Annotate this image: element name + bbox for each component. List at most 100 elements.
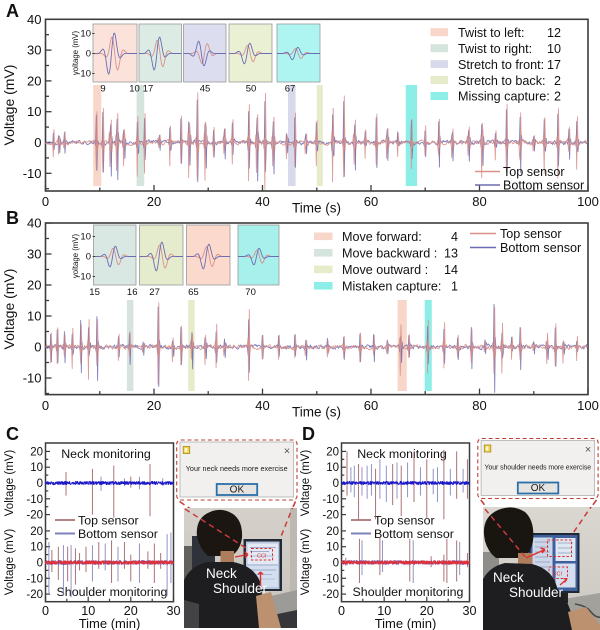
svg-text:Mistaken capture:: Mistaken capture: xyxy=(342,280,441,294)
svg-text:40: 40 xyxy=(27,216,41,231)
svg-text:Voltage (mV): Voltage (mV) xyxy=(1,269,17,350)
svg-text:20: 20 xyxy=(420,604,434,618)
svg-text:9: 9 xyxy=(100,84,105,95)
svg-text:-20: -20 xyxy=(26,510,43,522)
svg-text:100: 100 xyxy=(577,194,599,209)
svg-text:-20: -20 xyxy=(322,510,339,522)
svg-text:60: 60 xyxy=(364,194,378,209)
svg-text:12: 12 xyxy=(547,26,561,40)
svg-text:20: 20 xyxy=(326,526,339,538)
svg-text:0: 0 xyxy=(86,252,91,263)
svg-text:Top sensor: Top sensor xyxy=(374,513,435,527)
svg-text:20: 20 xyxy=(147,194,161,209)
svg-text:Voltage (mV): Voltage (mV) xyxy=(4,450,16,517)
svg-text:0: 0 xyxy=(42,604,49,618)
svg-text:14: 14 xyxy=(444,263,458,277)
svg-text:Neck: Neck xyxy=(493,570,524,585)
svg-text:0: 0 xyxy=(34,135,41,150)
svg-text:4: 4 xyxy=(451,230,458,244)
svg-text:-10: -10 xyxy=(26,573,43,585)
svg-text:D: D xyxy=(302,424,315,444)
svg-text:Bottom sensor: Bottom sensor xyxy=(503,179,584,193)
svg-text:10: 10 xyxy=(547,42,561,56)
svg-text:65: 65 xyxy=(188,287,199,298)
svg-text:Shoulder: Shoulder xyxy=(509,585,564,600)
svg-text:0: 0 xyxy=(338,604,345,618)
svg-text:Voltage (mV): Voltage (mV) xyxy=(4,529,16,596)
svg-text:20: 20 xyxy=(30,526,43,538)
svg-text:2: 2 xyxy=(554,74,561,88)
svg-text:67: 67 xyxy=(285,84,296,95)
svg-text:10: 10 xyxy=(326,542,339,554)
svg-text:10: 10 xyxy=(27,104,41,119)
svg-text:Top sensor: Top sensor xyxy=(503,165,565,179)
svg-text:Twist to left:: Twist to left: xyxy=(458,26,525,40)
svg-text:Stretch to back:: Stretch to back: xyxy=(458,74,546,88)
svg-text:Shoulder: Shoulder xyxy=(213,581,268,596)
svg-text:10: 10 xyxy=(129,84,140,95)
svg-text:20: 20 xyxy=(30,446,43,458)
svg-text:40: 40 xyxy=(255,398,269,413)
svg-text:45: 45 xyxy=(200,84,211,95)
svg-text:20: 20 xyxy=(27,278,41,293)
svg-text:Voltage (mV): Voltage (mV) xyxy=(1,65,17,146)
svg-text:20: 20 xyxy=(147,398,161,413)
svg-text:30: 30 xyxy=(27,247,41,262)
svg-text:20: 20 xyxy=(124,604,138,618)
svg-text:Move backward :: Move backward : xyxy=(342,247,437,261)
svg-text:Move forward:: Move forward: xyxy=(342,230,422,244)
svg-text:-10: -10 xyxy=(322,494,339,506)
svg-text:2: 2 xyxy=(554,90,561,104)
svg-text:100: 100 xyxy=(577,398,599,413)
svg-text:60: 60 xyxy=(364,398,378,413)
svg-text:15: 15 xyxy=(89,287,100,298)
svg-text:Twist to right:: Twist to right: xyxy=(458,42,532,56)
svg-text:Shoulder monitoring: Shoulder monitoring xyxy=(57,585,168,599)
svg-text:CCI: CCI xyxy=(553,572,563,578)
svg-text:0: 0 xyxy=(333,478,339,490)
svg-text:-20: -20 xyxy=(322,589,339,601)
svg-text:Neck monitoring: Neck monitoring xyxy=(61,447,151,461)
svg-text:OK: OK xyxy=(531,483,546,494)
svg-text:-20: -20 xyxy=(26,589,43,601)
svg-text:16: 16 xyxy=(127,287,138,298)
svg-text:Voltage (mV): Voltage (mV) xyxy=(300,529,312,596)
svg-text:CCI: CCI xyxy=(257,554,267,560)
svg-text:Your shoulder needs more exerc: Your shoulder needs more exercise xyxy=(485,465,592,472)
svg-text:80: 80 xyxy=(472,398,486,413)
svg-text:0: 0 xyxy=(333,558,339,570)
svg-text:voltage (mV): voltage (mV) xyxy=(71,31,80,76)
svg-text:Time (s): Time (s) xyxy=(292,405,341,420)
svg-text:30: 30 xyxy=(462,604,476,618)
svg-text:10: 10 xyxy=(30,462,43,474)
svg-text:A: A xyxy=(6,1,19,21)
svg-text:Bottom sensor: Bottom sensor xyxy=(374,527,454,541)
svg-text:Neck: Neck xyxy=(206,566,237,581)
svg-text:0: 0 xyxy=(34,340,41,355)
svg-text:Time (min): Time (min) xyxy=(79,616,141,630)
svg-text:30: 30 xyxy=(166,604,180,618)
svg-text:Your neck needs more exercise: Your neck needs more exercise xyxy=(186,464,288,473)
svg-text:Shoulder monitoring: Shoulder monitoring xyxy=(353,585,464,599)
svg-text:Top sensor: Top sensor xyxy=(78,513,139,527)
svg-text:-10: -10 xyxy=(77,69,91,80)
svg-text:Neck monitoring: Neck monitoring xyxy=(357,447,447,461)
svg-text:×: × xyxy=(585,444,591,456)
svg-text:40: 40 xyxy=(255,194,269,209)
svg-text:B: B xyxy=(6,208,19,228)
svg-text:10: 10 xyxy=(326,462,339,474)
svg-text:17: 17 xyxy=(547,58,561,72)
svg-text:0: 0 xyxy=(37,478,43,490)
svg-text:20: 20 xyxy=(326,446,339,458)
svg-text:27: 27 xyxy=(149,287,160,298)
svg-text:-10: -10 xyxy=(23,371,42,386)
svg-text:17: 17 xyxy=(143,84,154,95)
svg-text:-10: -10 xyxy=(77,272,91,283)
svg-text:Time (min): Time (min) xyxy=(375,616,437,630)
svg-text:10: 10 xyxy=(80,29,91,40)
svg-text:10: 10 xyxy=(30,542,43,554)
svg-text:0: 0 xyxy=(37,558,43,570)
svg-text:Bottom sensor: Bottom sensor xyxy=(78,527,158,541)
svg-text:Voltage (mV): Voltage (mV) xyxy=(300,450,312,517)
svg-text:1: 1 xyxy=(451,280,458,294)
